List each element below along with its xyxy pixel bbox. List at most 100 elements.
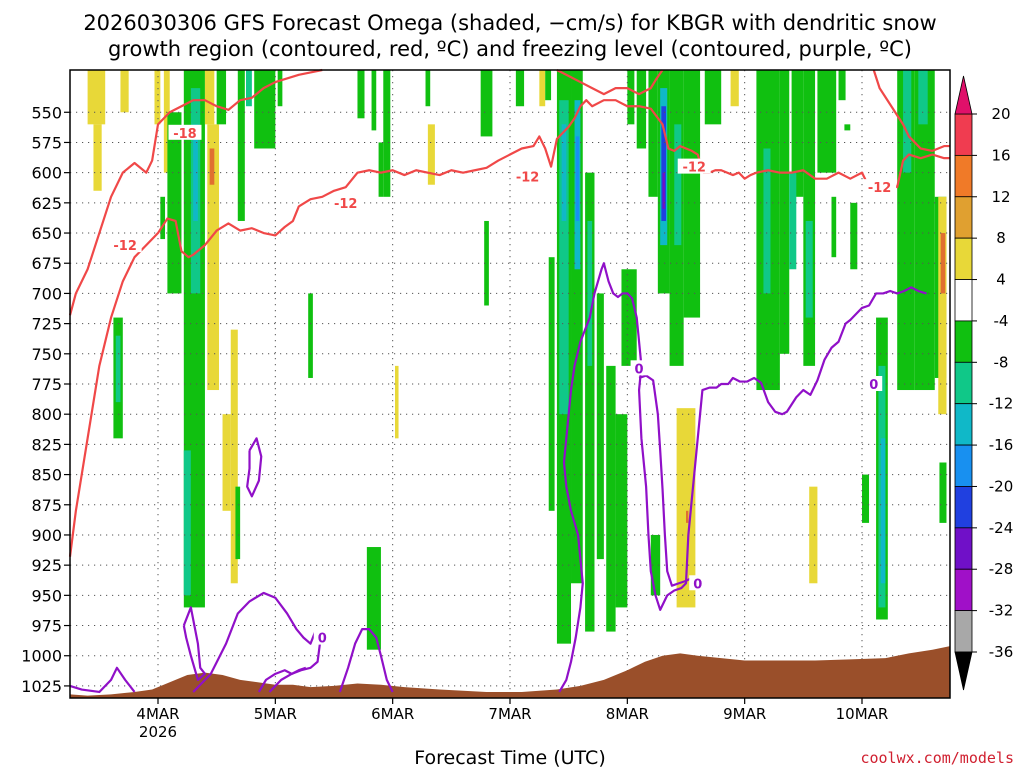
omega-cell bbox=[587, 220, 593, 366]
colorbar-label: -24 bbox=[989, 519, 1014, 537]
colorbar-label: -20 bbox=[989, 477, 1014, 495]
omega-cell bbox=[791, 70, 804, 197]
colorbar-label: -4 bbox=[994, 312, 1009, 330]
colorbar-top-arrow bbox=[954, 75, 973, 115]
y-tick-label: 925 bbox=[31, 556, 62, 575]
omega-cell bbox=[216, 70, 227, 125]
freezing-contour-label-bg bbox=[630, 360, 648, 376]
x-tick-label: 5MAR bbox=[254, 705, 297, 723]
omega-cell bbox=[246, 70, 252, 107]
y-tick-label: 600 bbox=[31, 164, 62, 183]
omega-cell bbox=[779, 70, 790, 354]
omega-cell bbox=[585, 172, 595, 632]
omega-cell bbox=[230, 329, 238, 584]
omega-cell bbox=[254, 70, 276, 149]
y-tick-label: 775 bbox=[31, 375, 62, 394]
x-tick-label: 8MAR bbox=[606, 705, 649, 723]
colorbar-label: -32 bbox=[989, 602, 1014, 620]
freezing-contour-line bbox=[257, 666, 307, 693]
omega-cell bbox=[378, 142, 384, 197]
y-tick-label: 650 bbox=[31, 224, 62, 243]
omega-cell bbox=[918, 70, 928, 125]
omega-cell bbox=[880, 438, 886, 584]
omega-cell bbox=[809, 486, 818, 584]
dgz-contour-line bbox=[872, 69, 950, 153]
omega-cell bbox=[383, 70, 391, 197]
omega-cell bbox=[480, 70, 493, 137]
y-tick-label: 900 bbox=[31, 526, 62, 545]
omega-cell bbox=[183, 450, 191, 596]
omega-cell bbox=[730, 70, 739, 107]
y-tick-label: 550 bbox=[31, 103, 62, 122]
omega-cell bbox=[395, 365, 399, 439]
colorbar-label: 8 bbox=[996, 229, 1006, 247]
omega-cell bbox=[648, 70, 658, 197]
colorbar-label: -16 bbox=[989, 436, 1014, 454]
freezing-contour-label: 0 bbox=[635, 362, 644, 377]
freezing-contour-label: 0 bbox=[693, 577, 702, 592]
omega-cell bbox=[636, 70, 647, 149]
chart-title-line-1: 2026030306 GFS Forecast Omega (shaded, −… bbox=[83, 11, 936, 35]
omega-cell bbox=[277, 70, 283, 107]
y-tick-label: 1000 bbox=[21, 647, 62, 666]
dgz-contour-label: -12 bbox=[682, 161, 706, 176]
omega-cell bbox=[661, 106, 667, 221]
omega-cell bbox=[357, 70, 365, 119]
omega-cell bbox=[93, 124, 102, 191]
colorbar-swatch bbox=[954, 486, 973, 529]
x-tick-label: 9MAR bbox=[723, 705, 766, 723]
omega-cell bbox=[539, 70, 546, 107]
omega-cell bbox=[903, 70, 912, 173]
colorbar-swatch bbox=[954, 237, 973, 280]
omega-cell bbox=[939, 462, 947, 523]
colorbar-label: -12 bbox=[989, 395, 1014, 413]
omega-cell bbox=[621, 269, 637, 366]
omega-cell bbox=[163, 70, 170, 173]
y-tick-label: 825 bbox=[31, 435, 62, 454]
dgz-contour-label: -12 bbox=[113, 239, 137, 254]
omega-cell bbox=[817, 70, 837, 173]
omega-cell bbox=[662, 172, 665, 209]
dgz-contour-label-bg bbox=[677, 158, 711, 174]
y-tick-label: 875 bbox=[31, 496, 62, 515]
dgz-contour-label: -12 bbox=[868, 181, 892, 196]
omega-cell bbox=[545, 70, 552, 101]
dgz-contour-label-bg bbox=[511, 168, 545, 184]
y-tick-label: 975 bbox=[31, 617, 62, 636]
x-tick-label: 4MAR bbox=[136, 705, 179, 723]
colorbar-label: -36 bbox=[989, 643, 1014, 661]
dgz-contour-line bbox=[68, 68, 323, 316]
omega-cell bbox=[575, 136, 580, 221]
y-tick-label: 850 bbox=[31, 466, 62, 485]
x-tick-label: 6MAR bbox=[371, 705, 414, 723]
freezing-level-contours: 0 0 0 0 bbox=[69, 262, 927, 694]
dgz-contour-label-bg bbox=[863, 179, 897, 195]
omega-cell bbox=[209, 148, 215, 185]
omega-cell bbox=[204, 70, 215, 125]
freezing-contour-line bbox=[338, 628, 394, 693]
omega-cell bbox=[237, 70, 245, 221]
freezing-contour-line bbox=[246, 437, 263, 498]
plot-area: -18 -12 -12 -12 -12 -12 0 0 0 0 bbox=[68, 68, 951, 699]
colorbar-swatch bbox=[954, 320, 973, 363]
x-axis-label: Forecast Time (UTC) bbox=[414, 747, 605, 768]
omega-cell bbox=[120, 70, 129, 113]
omega-cell bbox=[627, 70, 635, 125]
omega-cell bbox=[559, 100, 569, 415]
omega-cell bbox=[425, 70, 431, 107]
colorbar-bottom-arrow bbox=[954, 651, 973, 691]
omega-cell bbox=[154, 70, 161, 125]
omega-cell bbox=[763, 148, 771, 294]
y-tick-label: 725 bbox=[31, 315, 62, 334]
omega-cell bbox=[844, 124, 851, 131]
omega-cell bbox=[235, 486, 241, 560]
dgz-contour-label-bg bbox=[168, 124, 202, 140]
freezing-contour-label: 0 bbox=[869, 378, 878, 393]
omega-cell bbox=[160, 196, 166, 240]
colorbar-swatch bbox=[954, 196, 973, 239]
y-tick-label: 800 bbox=[31, 405, 62, 424]
omega-cell bbox=[838, 70, 846, 101]
terrain-layer bbox=[70, 646, 950, 698]
omega-cell bbox=[167, 112, 182, 294]
colorbar-swatch bbox=[954, 361, 973, 405]
